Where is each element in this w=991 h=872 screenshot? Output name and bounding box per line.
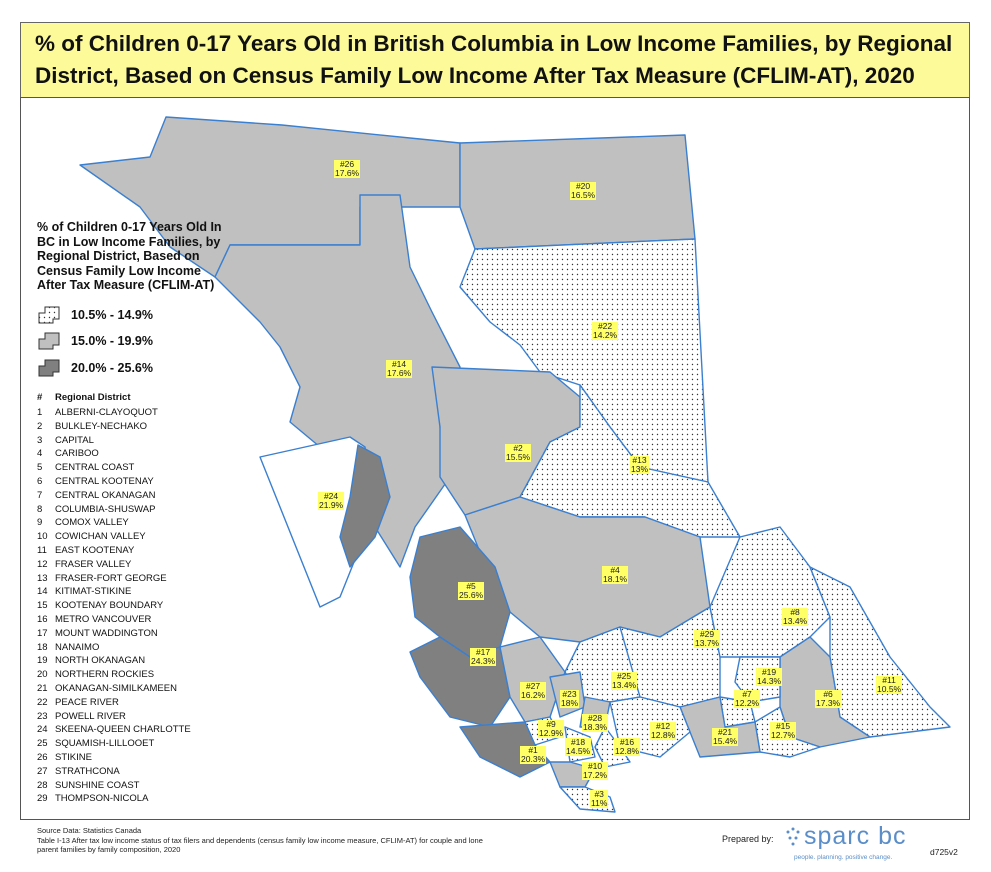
list-item: 7 CENTRAL OKANAGAN	[37, 489, 156, 501]
region-label-10: #10 17.2%	[582, 761, 609, 780]
legend-label-low: 10.5% - 14.9%	[71, 308, 153, 322]
list-item: 6 CENTRAL KOOTENAY	[37, 476, 154, 487]
district-8-columbia-shuswap	[709, 526, 831, 658]
list-item: 20 NORTHERN ROCKIES	[37, 669, 155, 681]
logo-text: sparc bc	[804, 822, 907, 850]
region-label-12: #12 12.8%	[650, 721, 677, 740]
list-item: 23 POWELL RIVER	[37, 710, 126, 722]
legend-row-high: 20.0% - 25.6%	[37, 357, 153, 379]
list-item: 2 BULKLEY-NECHAKO	[37, 420, 148, 432]
list-item: 15 KOOTENAY BOUNDARY	[37, 600, 164, 612]
region-label-21: #21 15.4%	[712, 727, 739, 746]
region-label-3: #3 11%	[590, 789, 609, 808]
map-legend: % of Children 0-17 Years Old In BC in Lo…	[37, 220, 237, 377]
list-item: 16 METRO VANCOUVER	[37, 614, 152, 625]
legend-title: % of Children 0-17 Years Old In BC in Lo…	[37, 220, 222, 292]
region-label-17: #17 24.3%	[470, 647, 497, 666]
region-label-16: #16 12.8%	[614, 737, 641, 756]
region-label-6: #6 17.3%	[815, 689, 842, 708]
list-item: 10 COWICHAN VALLEY	[37, 531, 146, 543]
list-item: 21 OKANAGAN-SIMILKAMEEN	[37, 683, 177, 694]
map-title: % of Children 0-17 Years Old in British …	[20, 22, 970, 98]
haida-gwaii-islands	[339, 444, 391, 568]
list-item: 18 NANAIMO	[37, 641, 100, 653]
list-item: 5 CENTRAL COAST	[37, 462, 135, 474]
prepared-by-label: Prepared by:	[722, 834, 774, 844]
list-item: 28 SUNSHINE COAST	[37, 779, 140, 791]
region-label-20: #20 16.5%	[570, 181, 597, 200]
source-line-2: Table I-13 After tax low income status o…	[37, 835, 483, 845]
list-item: 8 COLUMBIA-SHUSWAP	[37, 503, 156, 515]
region-label-8: #8 13.4%	[782, 607, 809, 626]
region-label-23: #23 18%	[560, 689, 580, 708]
list-item: 1 ALBERNI-CLAYOQUOT	[37, 407, 158, 418]
region-label-4: #4 18.1%	[602, 565, 629, 584]
region-label-13: #13 13%	[630, 455, 650, 474]
sparc-bc-logo: sparc bc people. planning. positive chan…	[784, 822, 914, 866]
list-item: 17 MOUNT WADDINGTON	[37, 627, 158, 639]
region-label-7: #7 12.2%	[734, 689, 761, 708]
district-21-okanagan-similkameen	[679, 696, 761, 758]
region-label-2: #2 15.5%	[505, 443, 532, 462]
bc-regional-district-map	[79, 116, 951, 813]
list-item: 19 NORTH OKANAGAN	[37, 655, 146, 667]
region-label-26: #26 17.6%	[334, 159, 361, 178]
region-label-15: #15 12.7%	[770, 721, 797, 740]
list-item: 24 SKEENA-QUEEN CHARLOTTE	[37, 724, 191, 736]
logo-dots-icon	[786, 827, 800, 846]
region-label-22: #22 14.2%	[592, 321, 619, 340]
list-item: 29 THOMPSON-NICOLA	[37, 793, 149, 805]
legend-row-low: 10.5% - 14.9%	[37, 304, 153, 326]
source-line-1: Source Data: Statistics Canada	[37, 826, 142, 835]
list-item: 11 EAST KOOTENAY	[37, 545, 135, 556]
district-14-kitimat-stikine	[214, 194, 461, 568]
list-item: 13 FRASER-FORT GEORGE	[37, 572, 167, 584]
district-list-header: # Regional District	[37, 392, 131, 403]
map-title-line-2: District, Based on Census Family Low Inc…	[35, 63, 915, 88]
map-title-line-1: % of Children 0-17 Years Old in British …	[35, 31, 953, 56]
list-item: 26 STIKINE	[37, 752, 92, 763]
list-item: 4 CARIBOO	[37, 448, 99, 460]
district-11-east-kootenay	[809, 566, 951, 738]
list-item: 12 FRASER VALLEY	[37, 558, 132, 570]
list-item: 3 CAPITAL	[37, 434, 94, 446]
region-label-5: #5 25.6%	[458, 581, 485, 600]
legend-label-mid: 15.0% - 19.9%	[71, 334, 153, 348]
region-label-24: #24 21.9%	[318, 491, 345, 510]
legend-row-mid: 15.0% - 19.9%	[37, 330, 153, 352]
list-item: 22 PEACE RIVER	[37, 696, 119, 708]
region-label-1: #1 20.3%	[520, 745, 547, 764]
document-code: d725v2	[930, 847, 958, 857]
region-label-11: #11 10.5%	[876, 675, 903, 694]
region-label-25: #25 13.4%	[611, 671, 638, 690]
region-label-18: #18 14.5%	[565, 737, 592, 756]
region-label-14: #14 17.6%	[386, 359, 413, 378]
legend-swatch-low	[38, 306, 60, 324]
list-item: 27 STRATHCONA	[37, 765, 120, 777]
list-item: 14 KITIMAT-STIKINE	[37, 586, 132, 598]
source-note: Source Data: Statistics Canada Table I-1…	[37, 826, 597, 855]
legend-label-high: 20.0% - 25.6%	[71, 361, 153, 375]
logo-tagline: people. planning. positive change.	[794, 854, 893, 861]
region-label-27: #27 16.2%	[520, 681, 547, 700]
region-label-9: #9 12.9%	[538, 719, 565, 738]
legend-swatch-high	[38, 359, 60, 377]
region-label-28: #28 18.3%	[582, 713, 609, 732]
region-label-29: #29 13.7%	[694, 629, 721, 648]
legend-swatch-mid	[38, 332, 60, 350]
source-line-3: parent families by family composition, 2…	[37, 845, 181, 854]
region-label-19: #19 14.3%	[756, 667, 783, 686]
list-item: 25 SQUAMISH-LILLOOET	[37, 738, 155, 750]
list-item: 9 COMOX VALLEY	[37, 517, 129, 529]
